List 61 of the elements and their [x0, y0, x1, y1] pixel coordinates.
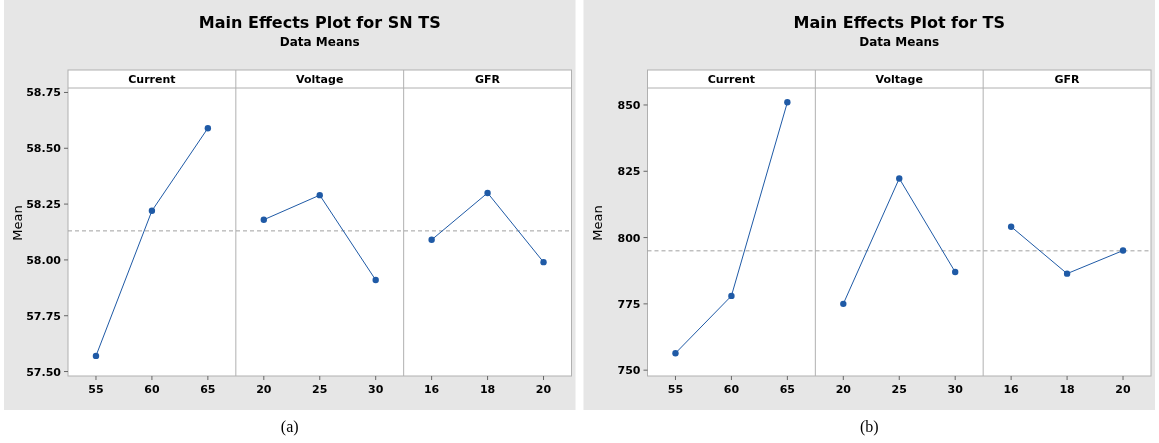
y-tick-label: 58.75 [26, 86, 61, 100]
y-tick-label: 58.25 [26, 198, 61, 212]
y-tick-label: 57.50 [26, 365, 62, 379]
point [951, 268, 959, 276]
chart-subtitle: Data Means [859, 35, 940, 49]
y-tick-label: 57.75 [26, 309, 61, 323]
point [148, 207, 156, 214]
y-axis-title: Mean [589, 205, 605, 241]
text: (b) [859, 418, 879, 436]
x-tick-label: 30 [368, 383, 384, 396]
x-tick-label: 16 [1003, 383, 1020, 396]
x-tick-label: 16 [423, 383, 440, 396]
x-tick-label: 25 [891, 383, 907, 396]
point [204, 124, 212, 132]
point [484, 189, 491, 197]
chart-title: Main Effects Plot for TS [793, 13, 1005, 32]
y-axis-title: Mean [10, 205, 25, 241]
point [728, 292, 735, 300]
y-tick-label: 800 [617, 231, 641, 245]
y-tick-label: 850 [617, 98, 641, 112]
point [372, 276, 379, 284]
text: Voltage [296, 73, 344, 86]
point [316, 191, 323, 199]
x-tick-label: 55 [88, 383, 104, 396]
text: (a) [280, 418, 299, 436]
x-tick-label: 18 [1059, 383, 1075, 396]
x-tick-label: 20 [535, 383, 552, 396]
text: Voltage [875, 73, 923, 86]
x-tick-label: 30 [947, 383, 964, 396]
x-tick-label: 65 [200, 383, 216, 396]
point [672, 349, 679, 357]
x-tick-label: 20 [835, 383, 852, 396]
point [1007, 223, 1015, 230]
chart-subtitle: Data Means [279, 35, 360, 49]
x-tick-label: 65 [779, 383, 796, 396]
x-tick-label: 55 [667, 383, 684, 396]
point [428, 236, 435, 244]
chart-title: Main Effects Plot for SN TS [198, 13, 441, 32]
y-tick-label: 58.00 [26, 253, 62, 267]
point [840, 300, 847, 308]
text: GFR [475, 73, 501, 86]
y-tick-label: 58.50 [26, 142, 62, 156]
point [1063, 270, 1071, 277]
y-tick-label: 825 [617, 165, 641, 179]
text: Current [707, 73, 756, 86]
point [92, 352, 100, 360]
y-tick-label: 750 [617, 364, 641, 378]
x-tick-label: 60 [723, 383, 740, 396]
point [784, 99, 791, 106]
x-tick-label: 25 [312, 383, 328, 396]
point [896, 175, 903, 182]
x-tick-label: 18 [479, 383, 496, 396]
x-tick-label: 20 [1115, 383, 1132, 396]
text: GFR [1054, 73, 1081, 86]
y-tick-label: 775 [617, 297, 641, 311]
x-tick-label: 60 [144, 383, 160, 396]
point [540, 258, 547, 266]
point [260, 216, 268, 223]
text: Current [128, 73, 176, 86]
point [1119, 247, 1127, 254]
x-tick-label: 20 [256, 383, 272, 396]
